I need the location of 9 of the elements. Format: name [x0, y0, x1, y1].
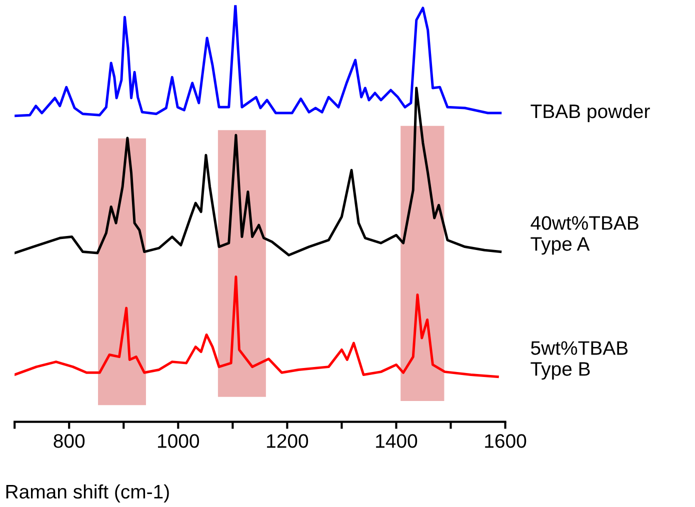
x-tick-label: 1200 [267, 434, 308, 448]
x-axis-title: Raman shift (cm-1) [6, 484, 169, 502]
x-tick-label: 1600 [485, 434, 526, 448]
series-label: 40wt%TBAB Type A [530, 216, 638, 255]
series-label: 5wt%TBAB Type B [530, 341, 628, 380]
x-tick-label: 800 [54, 434, 85, 448]
x-tick-label: 1400 [376, 434, 418, 448]
series-label: TBAB powder [530, 104, 650, 122]
x-tick-label: 1000 [158, 434, 200, 448]
